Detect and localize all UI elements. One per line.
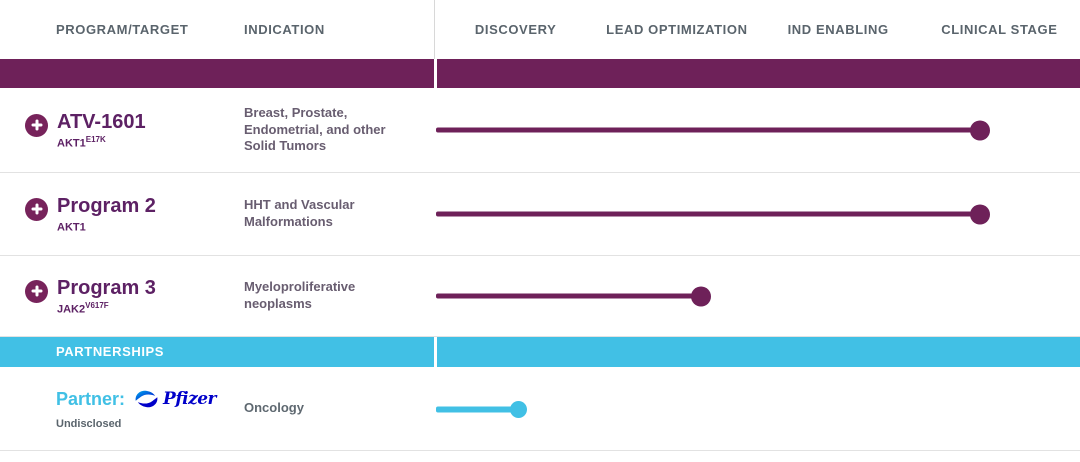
- program-target: JAK2V617F: [57, 301, 156, 316]
- expand-plus-icon[interactable]: [25, 197, 48, 221]
- pfizer-logo: Pfizer: [133, 387, 217, 411]
- progress-bar: [436, 406, 519, 412]
- indication-cell: Oncology: [230, 400, 434, 417]
- program-cell: ATV-1601 AKT1E17K: [0, 111, 230, 150]
- column-header-discovery: DISCOVERY: [474, 22, 557, 37]
- stage-progress-cell: [434, 173, 1080, 255]
- pfizer-logo-text: Pfizer: [163, 389, 217, 409]
- partnerships-band: PARTNERSHIPS: [0, 337, 1080, 367]
- partner-label: Partner:: [56, 388, 126, 409]
- indication-text: Oncology: [244, 400, 304, 416]
- target-mutation-superscript: E17K: [85, 134, 106, 144]
- stage-columns-header: DISCOVERY LEAD OPTIMIZATION IND ENABLING…: [434, 0, 1080, 59]
- column-header-program-target: PROGRAM/TARGET: [56, 22, 189, 37]
- column-header-clinical-stage: CLINICAL STAGE: [941, 22, 1058, 37]
- band-right-segment: [434, 59, 1080, 88]
- progress-track: [436, 127, 1068, 133]
- program-name: Program 2: [57, 194, 156, 217]
- program-cell: Program 3 JAK2V617F: [0, 277, 230, 316]
- column-header-indication: INDICATION: [244, 22, 325, 37]
- progress-track: [436, 211, 1068, 217]
- indication-cell: Breast, Prostate, Endometrial, and other…: [230, 105, 434, 156]
- stage-progress-cell: [434, 367, 1080, 450]
- target-base: AKT1: [57, 137, 86, 150]
- indication-cell: Myeloproliferative neoplasms: [230, 279, 434, 313]
- progress-bar: [436, 127, 980, 133]
- indication-cell: HHT and Vascular Malformations: [230, 197, 434, 231]
- program-text: Program 2 AKT1: [57, 195, 156, 234]
- stage-progress-cell: [434, 88, 1080, 172]
- target-base: JAK2: [57, 303, 86, 316]
- column-header-ind-enabling: IND ENABLING: [787, 22, 889, 37]
- progress-track: [436, 406, 1068, 412]
- internal-programs-band: [0, 59, 1080, 88]
- program-cell: Partner: Pfizer: [0, 387, 230, 431]
- progress-track: [436, 293, 1068, 299]
- pfizer-swoosh-icon: [135, 390, 158, 408]
- partnerships-section-label: PARTNERSHIPS: [56, 344, 165, 359]
- stage-progress-cell: [434, 256, 1080, 336]
- program-target: AKT1E17K: [57, 135, 146, 150]
- partner-line: Partner: Pfizer: [56, 387, 217, 411]
- progress-bar: [436, 293, 702, 299]
- indication-text: Myeloproliferative neoplasms: [244, 279, 356, 311]
- program-cell: Program 2 AKT1: [0, 195, 230, 234]
- partner-target: Undisclosed: [56, 418, 122, 430]
- pipeline-row-program-3: Program 3 JAK2V617F Myeloproliferative n…: [0, 256, 1080, 337]
- expand-plus-icon[interactable]: [25, 279, 48, 303]
- target-base: AKT1: [57, 221, 86, 234]
- indication-text: HHT and Vascular Malformations: [244, 197, 355, 229]
- program-target: AKT1: [57, 219, 156, 234]
- program-text: Program 3 JAK2V617F: [57, 277, 156, 316]
- band-left-segment: [0, 59, 434, 88]
- band-right-segment: [434, 337, 1080, 367]
- pipeline-header: PROGRAM/TARGET INDICATION DISCOVERY LEAD…: [0, 0, 1080, 59]
- program-name: ATV-1601: [57, 110, 146, 133]
- progress-bar: [436, 211, 980, 217]
- expand-plus-icon[interactable]: [25, 113, 48, 137]
- pipeline-row-program-2: Program 2 AKT1 HHT and Vascular Malforma…: [0, 173, 1080, 256]
- pipeline-row-partner-pfizer: Partner: Pfizer: [0, 367, 1080, 451]
- program-name: Program 3: [57, 276, 156, 299]
- partner-block: Partner: Pfizer: [56, 387, 217, 431]
- band-left-segment: PARTNERSHIPS: [0, 337, 434, 367]
- program-text: ATV-1601 AKT1E17K: [57, 111, 146, 150]
- column-header-lead-optimization: LEAD OPTIMIZATION: [606, 22, 748, 37]
- indication-text: Breast, Prostate, Endometrial, and other…: [244, 104, 386, 154]
- pipeline-row-atv-1601: ATV-1601 AKT1E17K Breast, Prostate, Endo…: [0, 88, 1080, 173]
- target-mutation-superscript: V617F: [85, 300, 109, 310]
